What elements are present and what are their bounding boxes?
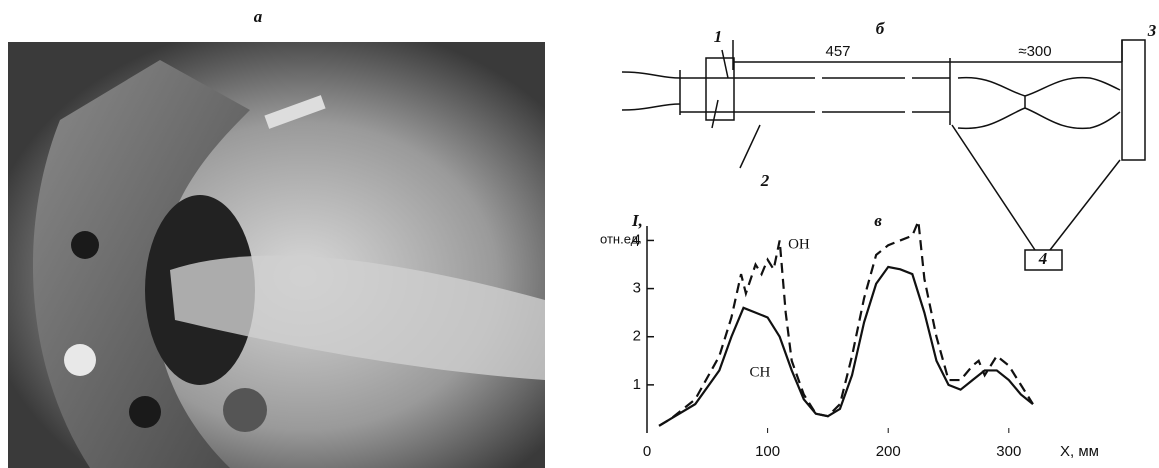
- part-label: 1: [714, 27, 723, 46]
- panel-label: в: [874, 211, 882, 230]
- x-tick-label: 300: [996, 443, 1021, 460]
- series-line: [659, 267, 1033, 426]
- dimension-label: ≈300: [1018, 43, 1051, 60]
- schematic: 1 2 3 4 457 ≈300: [622, 21, 1157, 270]
- figure: а б в 1 2 3 4 457 ≈300 I, отн.ед. X, мм …: [0, 0, 1159, 468]
- part-label: 4: [1038, 249, 1048, 268]
- y-tick-label: 3: [633, 280, 641, 297]
- photo: [8, 42, 545, 468]
- part-label: 3: [1147, 21, 1157, 40]
- x-tick-label: 200: [876, 443, 901, 460]
- y-tick-label: 2: [633, 328, 641, 345]
- series-label: CH: [750, 364, 771, 380]
- series-label: OH: [788, 237, 810, 253]
- x-axis-label: X, мм: [1060, 443, 1099, 460]
- dimension-label: 457: [825, 43, 850, 60]
- x-tick-label: 0: [643, 443, 651, 460]
- y-tick-label: 4: [633, 231, 641, 248]
- y-tick-label: 1: [633, 376, 641, 393]
- panel-label: б: [876, 19, 886, 38]
- y-axis-label: I,: [631, 211, 643, 230]
- x-tick-label: 100: [755, 443, 780, 460]
- part-label: 2: [760, 171, 770, 190]
- panel-label: а: [254, 7, 263, 26]
